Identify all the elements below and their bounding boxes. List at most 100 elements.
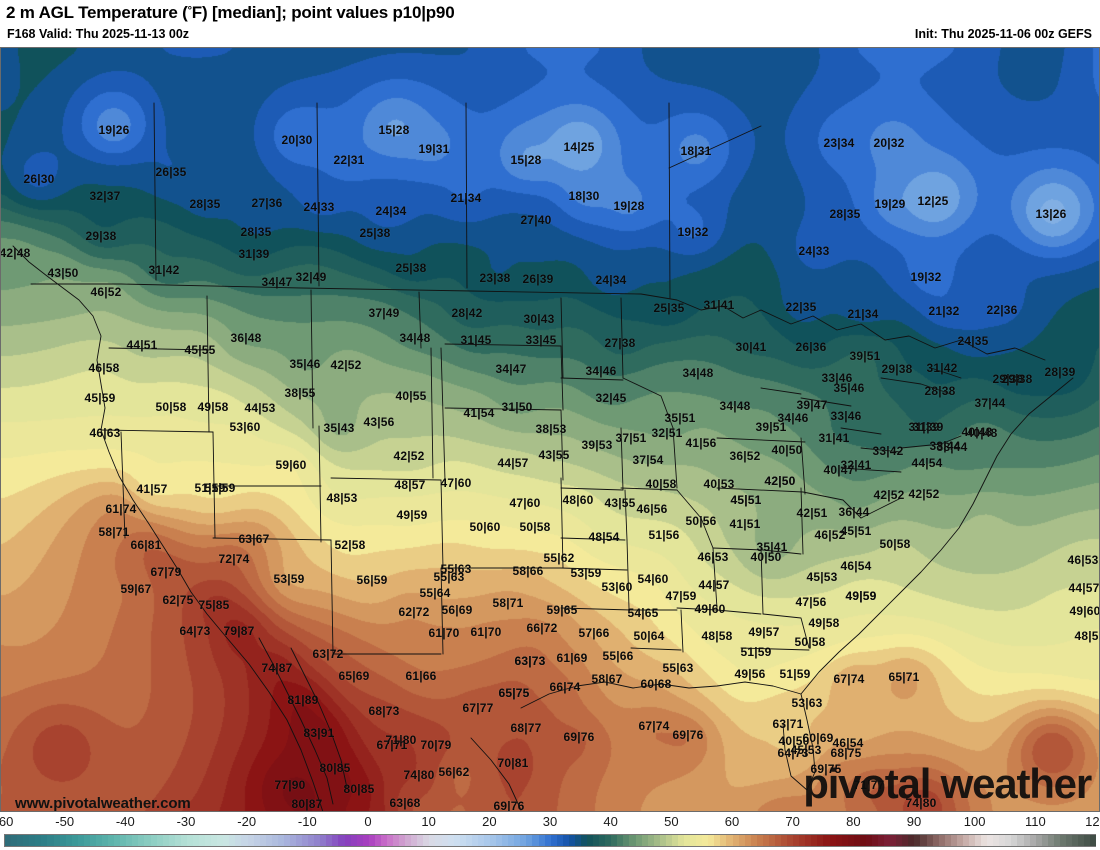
brand-watermark: pivotal weather [803,760,1092,807]
colorbar-cell [690,835,697,846]
colorbar-cell [659,835,666,846]
colorbar-cell [823,835,830,846]
border-path [800,397,852,407]
border-path [560,297,564,379]
border-path [120,431,126,539]
border-path [900,435,962,449]
border-path [444,343,562,347]
colorbar-cell [102,835,109,846]
temperature-raster[interactable] [1,48,1099,811]
colorbar-cell [987,835,994,846]
colorbar-cell [623,835,630,846]
colorbar-cell [205,835,212,846]
colorbar-cell [835,835,842,846]
colorbar-cell [671,835,678,846]
border-path [620,297,624,379]
border-path [800,377,1074,695]
border-path [212,537,332,541]
colorbar-cell [950,835,957,846]
border-path [840,427,882,435]
colorbar-cell [1029,835,1036,846]
colorbar-tick-label: 50 [664,814,679,829]
colorbar-cell [865,835,872,846]
colorbar-cell [593,835,600,846]
colorbar-tick-label: 40 [603,814,618,829]
border-path [206,295,210,433]
colorbar-cell [477,835,484,846]
border-path [630,647,682,651]
colorbar-cell [393,835,400,846]
colorbar-cell [817,835,824,846]
border-path [560,537,626,541]
colorbar-cell [750,835,757,846]
colorbar-cell [550,835,557,846]
border-path [762,549,802,555]
colorbar-cell [338,835,345,846]
colorbar-cell [89,835,96,846]
colorbar-cell [29,835,36,846]
colorbar-cell [720,835,727,846]
border-path [520,681,802,709]
border-path [316,102,320,287]
colorbar-cell [483,835,490,846]
colorbar: -60 -50 -40 -30 -20 -10 0 10 20 30 40 50 60 70 80 90 100… [0,813,1100,850]
border-path [680,609,684,653]
colorbar-tick-label: 90 [906,814,922,829]
colorbar-cell [283,835,290,846]
colorbar-cell [277,835,284,846]
border-path [418,291,422,349]
colorbar-cell [890,835,897,846]
colorbar-tick-label: 80 [846,814,861,829]
border-path [860,447,902,453]
colorbar-cell [405,835,412,846]
colorbar-cell [829,835,836,846]
colorbar-cell [11,835,18,846]
colorbar-cell [229,835,236,846]
colorbar-cell [162,835,169,846]
colorbar-cell [708,835,715,846]
border-path [640,293,1046,361]
colorbar-cell [53,835,60,846]
border-path [716,609,762,615]
border-path [840,467,902,473]
map-viewport[interactable]: 19|26 26|30 32|37 29|38 42|48 43|50 46|52 26|35… [0,47,1100,812]
colorbar-cell [1053,835,1060,846]
colorbar-cell [714,835,721,846]
colorbar-cell [83,835,90,846]
colorbar-cell [17,835,24,846]
border-path [465,102,468,289]
colorbar-cell [811,835,818,846]
border-path [716,487,804,493]
colorbar-cell [71,835,78,846]
border-path [330,539,334,655]
border-path [212,431,216,539]
colorbar-cell [126,835,133,846]
border-path [560,377,624,381]
colorbar-tick-label: -30 [176,814,196,829]
colorbar-ticks: -60 -50 -40 -30 -20 -10 0 10 20 30 40 50 60 70 80 90 100… [0,813,1100,833]
border-path [802,491,862,519]
border-path [560,487,624,491]
border-path [740,647,810,651]
colorbar-cell [702,835,709,846]
colorbar-cell [859,835,866,846]
colorbar-cell [271,835,278,846]
title-suffix: ) [median]; point values p10|p90 [201,3,455,22]
colorbar-cell [289,835,296,846]
border-path [560,409,564,481]
border-path [440,567,444,655]
colorbar-tick-label: 10 [421,814,436,829]
border-path [716,437,806,443]
border-path [800,437,806,495]
colorbar-cell [502,835,509,846]
title-unit: F [191,3,202,22]
border-path [760,387,802,395]
colorbar-cell [599,835,606,846]
border-path [330,477,442,481]
colorbar-cell [95,835,102,846]
colorbar-tick-label: 100 [963,814,986,829]
page-title: 2 m AGL Temperature (°F) [median]; point… [6,3,455,23]
colorbar-cell [186,835,193,846]
colorbar-cell [59,835,66,846]
colorbar-cell [508,835,515,846]
